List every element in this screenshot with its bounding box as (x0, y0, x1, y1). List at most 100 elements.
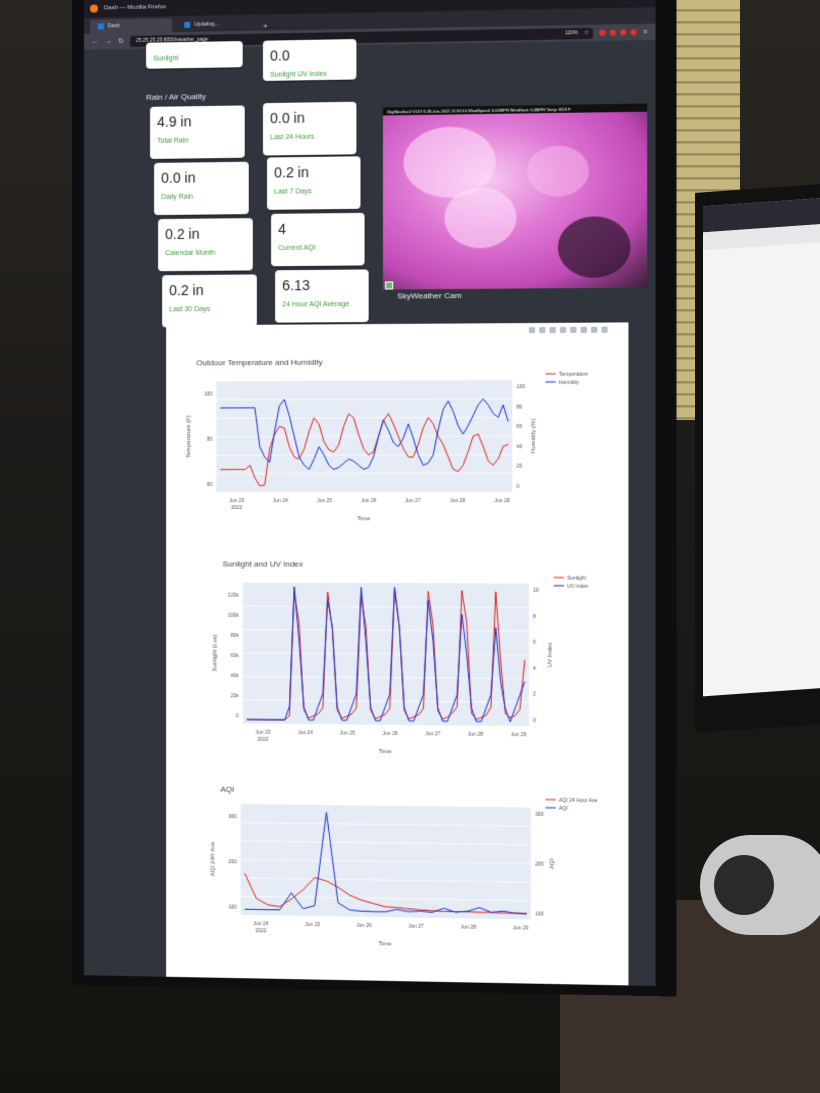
skyweather-camera-image: SkyWeather2 V107 6 28-Jun-2022 21:59:10 … (383, 103, 647, 289)
forward-icon[interactable]: → (105, 38, 112, 45)
last-7-days-card: 0.2 in Last 7 Days (267, 156, 361, 210)
y2-tick-label: 6 (533, 640, 536, 646)
extension-icon[interactable] (610, 29, 616, 35)
y2-tick-label: 300 (535, 812, 544, 818)
charts-panel: Outdoor Temperature and Humidity Jun 23 20… (166, 322, 628, 986)
legend-label: Humidity (559, 380, 580, 386)
charts-svg: Outdoor Temperature and HumidityJun 2320… (166, 322, 628, 986)
last-24-hours-card: 0.0 in Last 24 Hours (263, 102, 356, 156)
dash-page: Sunlight 0.0 Sunlight UV Index Rain / Ai… (84, 40, 656, 986)
chart-title: AQI (220, 785, 234, 794)
legend-label: AQI (559, 806, 568, 812)
x-tick-label: Jun 24 (273, 498, 288, 504)
pan-icon[interactable] (550, 327, 556, 333)
legend-label: Sunlight (567, 576, 586, 582)
x-tick-label: Jun 23 (255, 730, 270, 736)
uv-index-card: 0.0 Sunlight UV Index (263, 39, 356, 81)
y2-axis-label: AQI (550, 858, 556, 869)
star-icon[interactable]: ☆ (584, 30, 589, 36)
y2-axis-label: Humidity (%) (531, 419, 537, 454)
y-tick-label: 80 (207, 437, 213, 443)
y2-tick-label: 10 (533, 588, 539, 594)
y2-tick-label: 8 (533, 614, 536, 620)
x-tick-label: Jun 24 (253, 921, 268, 927)
total-rain-card: 4.9 in Total Rain (150, 105, 245, 159)
y-tick-label: 60k (231, 653, 240, 659)
image-icon (385, 281, 393, 289)
plotly-logo-icon[interactable] (601, 327, 607, 333)
zoom-icon[interactable] (539, 327, 545, 333)
tab-updating[interactable]: Updating... (176, 17, 259, 33)
current-aqi-card: 4 Current AQI (271, 213, 365, 266)
dash-favicon-icon (184, 22, 190, 28)
back-icon[interactable]: ← (92, 38, 99, 45)
camera-icon[interactable] (529, 327, 535, 333)
y2-axis-label: UV Index (547, 642, 553, 667)
zoom-out-icon[interactable] (570, 327, 576, 333)
x-tick-label: Jun 28 (468, 732, 484, 738)
y-tick-label: 300 (228, 814, 237, 820)
y-tick-label: 120k (228, 593, 239, 599)
daily-rain-card: 0.0 in Daily Rain (154, 162, 249, 215)
extension-icon[interactable] (630, 29, 636, 35)
y2-tick-label: 20 (516, 464, 522, 470)
x-tick-label: Jun 29 (513, 925, 529, 931)
zoom-in-icon[interactable] (560, 327, 566, 333)
x-tick-label: Jun 25 (317, 498, 332, 504)
y-tick-label: 100k (228, 613, 239, 619)
x-tick-label: Jun 25 (305, 922, 320, 928)
legend-label: UV Index (567, 584, 589, 590)
extension-icons (599, 29, 636, 36)
x-tick-label: Jun 28 (461, 924, 477, 930)
camera-timestamp: SkyWeather2 V107 6 28-Jun-2022 21:59:10 … (383, 103, 647, 115)
y-tick-label: 80k (231, 633, 240, 639)
x-tick-label: Jun 27 (405, 498, 421, 504)
y2-tick-label: 2 (533, 692, 536, 698)
chart-title: Sunlight and UV Index (223, 559, 304, 568)
new-tab-icon[interactable]: + (263, 21, 268, 30)
rain-section-title: Rain / Air Quality (146, 92, 206, 102)
y-tick-label: 20k (231, 693, 240, 699)
x-tick-label: Jun 28 (450, 498, 466, 504)
main-monitor: Dash — Mozilla Firefox Dash Updating... … (72, 0, 676, 997)
x-tick-label: Jun 27 (408, 924, 424, 930)
extension-icon[interactable] (620, 29, 626, 35)
window-title: Dash — Mozilla Firefox (104, 4, 166, 11)
extension-icon[interactable] (599, 30, 605, 36)
reset-axes-icon[interactable] (591, 327, 597, 333)
y2-tick-label: 40 (516, 444, 522, 450)
reload-icon[interactable]: ↻ (118, 37, 124, 45)
x-tick-label: Jun 29 (494, 498, 510, 504)
tab-dash[interactable]: Dash (90, 18, 172, 34)
last-30-days-card: 0.2 in Last 30 Days (162, 274, 257, 327)
browser-window: Dash — Mozilla Firefox Dash Updating... … (84, 0, 656, 986)
plot-modebar (529, 327, 608, 334)
camera-caption: SkyWeather Cam (397, 291, 461, 301)
x-axis-label: Time (357, 516, 371, 522)
x-tick-label: Jun 29 (511, 732, 527, 738)
x-tick-label: Jun 27 (425, 731, 441, 737)
x-tick-label: 2022 (257, 737, 268, 743)
menu-icon[interactable]: ≡ (643, 28, 647, 35)
y2-tick-label: 80 (516, 404, 522, 410)
y2-tick-label: 0 (516, 484, 519, 490)
zoom-level[interactable]: 120% (565, 30, 578, 36)
y-axis-label: Temperature (F) (186, 415, 192, 458)
x-tick-label: Jun 23 (229, 498, 244, 504)
y2-tick-label: 200 (535, 862, 544, 868)
aqi-average-card: 6.13 24 Hour AQI Average (275, 269, 369, 322)
y-tick-label: 60 (207, 482, 213, 488)
y2-tick-label: 60 (516, 424, 522, 430)
y2-tick-label: 0 (533, 718, 536, 724)
y-tick-label: 100 (228, 904, 237, 910)
dash-favicon-icon (98, 23, 104, 29)
autoscale-icon[interactable] (581, 327, 587, 333)
y2-tick-label: 4 (533, 666, 536, 672)
secondary-screen (703, 197, 820, 696)
secondary-monitor (695, 183, 820, 733)
y-tick-label: 0 (236, 713, 239, 719)
x-tick-label: Jun 26 (361, 498, 377, 504)
x-tick-label: Jun 24 (298, 730, 313, 736)
y-tick-label: 200 (228, 859, 237, 865)
x-tick-label: Jun 26 (382, 731, 398, 737)
